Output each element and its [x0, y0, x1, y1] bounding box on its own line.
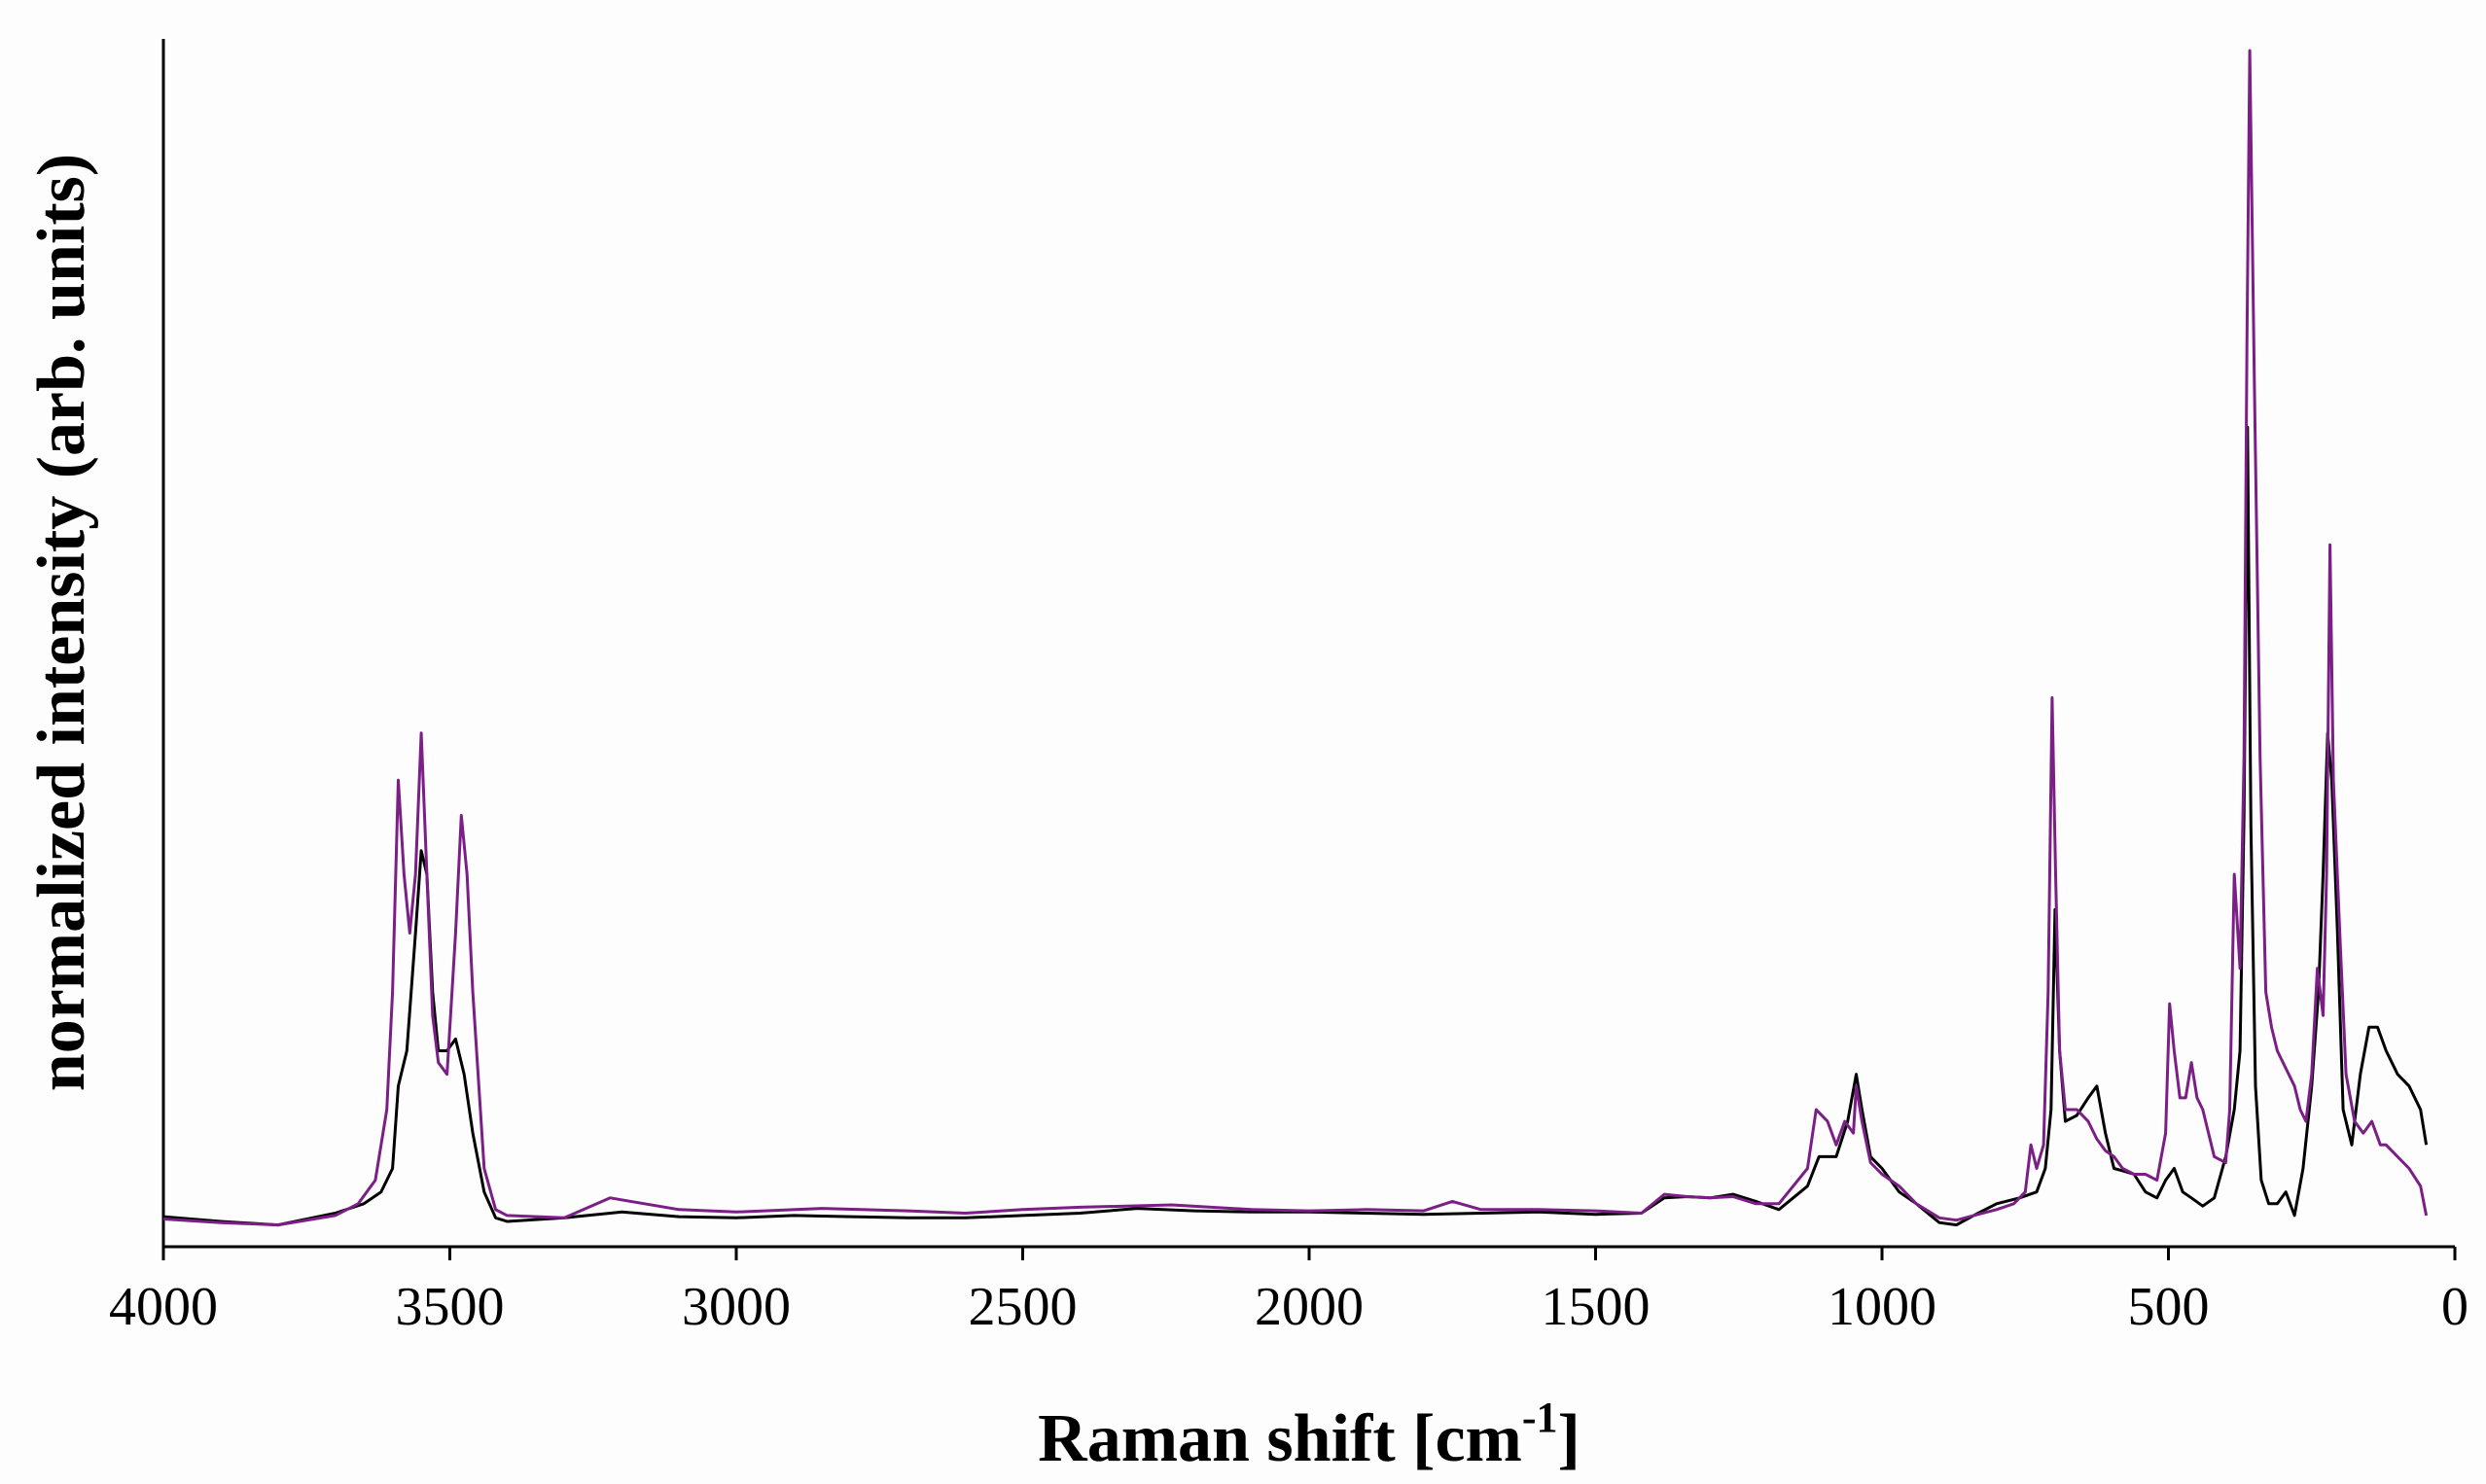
x-tick-label: 1000	[1828, 1277, 1936, 1337]
y-axis-title: normalized intensity (arb. units)	[24, 154, 99, 1091]
x-axis-title: Raman shift [cm-1]	[1038, 1394, 1580, 1476]
x-tick-label: 3000	[682, 1277, 791, 1337]
x-axis-title-suffix: ]	[1558, 1401, 1580, 1476]
x-tick-label: 0	[2441, 1277, 2468, 1337]
x-axis-title-main: Raman shift [cm	[1038, 1401, 1522, 1476]
plot-area: 4000 3500 3000 2500 2000 1500 1000 500 0	[109, 39, 2468, 1337]
spectrum-series	[162, 49, 2429, 1227]
x-axis-ticks	[161, 1247, 2457, 1260]
spectrum-line-black	[162, 425, 2429, 1227]
x-tick-label: 2500	[969, 1277, 1078, 1337]
spectrum-line-purple	[162, 49, 2429, 1227]
x-tick-label: 500	[2128, 1277, 2210, 1337]
x-tick-label: 4000	[109, 1277, 218, 1337]
x-axis-title-superscript: -1	[1522, 1394, 1558, 1441]
x-axis-tick-labels: 4000 3500 3000 2500 2000 1500 1000 500 0	[109, 1277, 2468, 1337]
x-tick-label: 2000	[1255, 1277, 1364, 1337]
x-tick-label: 1500	[1542, 1277, 1651, 1337]
x-tick-label: 3500	[396, 1277, 505, 1337]
